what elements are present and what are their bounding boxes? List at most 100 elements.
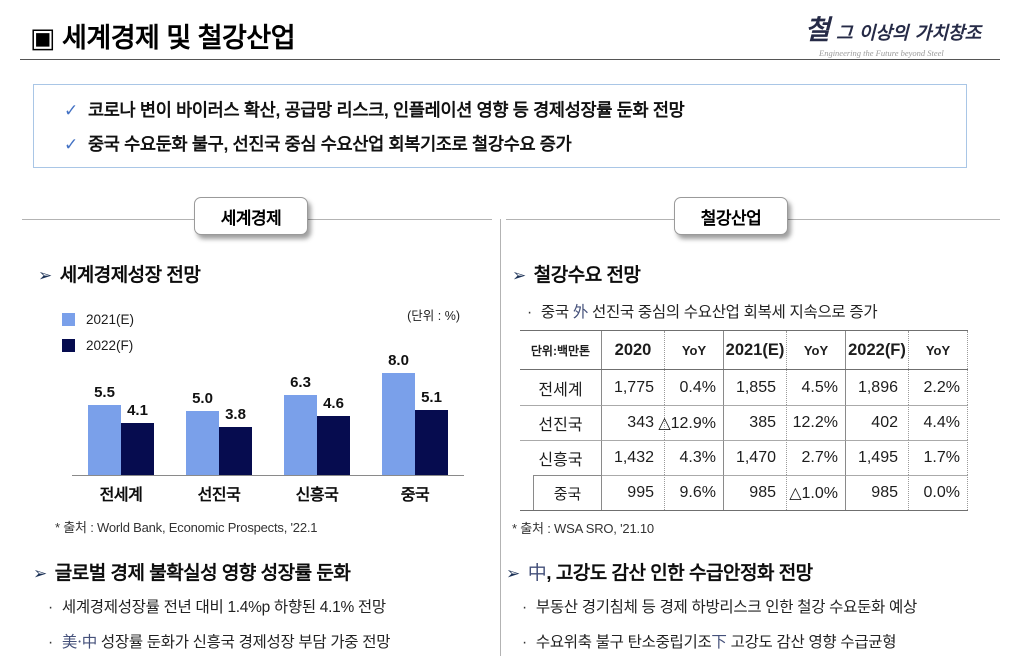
table-cell: 4.4% bbox=[909, 405, 968, 440]
bar-2021(E)-신흥국 bbox=[284, 395, 317, 475]
table-cell: 12.2% bbox=[787, 405, 846, 440]
table-cell: 9.6% bbox=[665, 475, 724, 510]
table-cell: 1,432 bbox=[602, 440, 665, 475]
table-cell: 1,855 bbox=[724, 370, 787, 405]
bar-value-label: 6.3 bbox=[290, 374, 311, 391]
hanja-us-china: 美·中 bbox=[61, 633, 97, 651]
category-label: 전세계 bbox=[99, 487, 143, 504]
table-unit-header: 단위:백만톤 bbox=[520, 331, 602, 369]
table-cell: 385 bbox=[724, 405, 787, 440]
logo-slogan-korean: 철 그 이상의 가치창조 bbox=[805, 8, 990, 47]
table-cell: 1,775 bbox=[602, 370, 665, 405]
table-cell: 2.7% bbox=[787, 440, 846, 475]
source-wsa: * 출처 : WSA SRO, '21.10 bbox=[512, 521, 654, 536]
left-analysis-bullet-2-text: 성장률 둔화가 신흥국 경제성장 부담 가중 전망 bbox=[96, 634, 391, 651]
table-col-header: YoY bbox=[787, 331, 846, 369]
bar-chart-plot: 5.5 4.1 전세계 5.0 3.8 선진국 6.3 4.6 신흥국 8.0 5.1 중국 bbox=[72, 352, 464, 504]
badge-steel-industry: 철강산업 bbox=[674, 197, 788, 235]
company-logo: 철 그 이상의 가치창조 Engineering the Future beyo… bbox=[805, 8, 990, 58]
table-cell: 4.5% bbox=[787, 370, 846, 405]
bar-value-label: 5.1 bbox=[421, 389, 442, 406]
key-message-2-text: 중국 수요둔화 불구, 선진국 중심 수요산업 회복기조로 철강수요 증가 bbox=[87, 133, 572, 154]
arrow-icon: ➢ bbox=[512, 266, 526, 285]
row-label: 선진국 bbox=[520, 405, 602, 440]
chart-unit-label: (단위 : %) bbox=[407, 309, 460, 323]
right-analysis-bullet-2-pre: 수요위축 불구 탄소중립기조 bbox=[535, 634, 712, 651]
key-message-2: ✓ 중국 수요둔화 불구, 선진국 중심 수요산업 회복기조로 철강수요 증가 bbox=[64, 131, 966, 156]
steel-demand-bullet: · 중국 外 선진국 중심의 수요산업 회복세 지속으로 증가 bbox=[527, 300, 878, 322]
right-analysis-bullet-2-post: 고강도 감산 영향 수급균형 bbox=[726, 634, 897, 651]
check-icon: ✓ bbox=[64, 134, 78, 154]
table-row: 선진국 343 △12.9% 385 12.2% 402 4.4% bbox=[520, 405, 968, 440]
dot-icon: · bbox=[527, 304, 532, 321]
source-world-bank: * 출처 : World Bank, Economic Prospects, '… bbox=[55, 520, 318, 535]
hanja-outside: 外 bbox=[572, 303, 589, 321]
table-row: 전세계 1,775 0.4% 1,855 4.5% 1,896 2.2% bbox=[520, 370, 968, 405]
heading-global-uncertainty-text: 글로벌 경제 불확실성 영향 성장률 둔화 bbox=[54, 563, 351, 584]
left-analysis-bullet-1-text: 세계경제성장률 전년 대비 1.4%p 하향된 4.1% 전망 bbox=[61, 599, 386, 616]
hanja-under: 下 bbox=[711, 633, 727, 651]
page-title: ▣ 세계경제 및 철강산업 bbox=[30, 23, 296, 53]
table-cell: △1.0% bbox=[787, 475, 846, 510]
logo-slogan-first-char: 철 bbox=[805, 15, 830, 46]
bar-2022(F)-중국 bbox=[415, 410, 448, 475]
heading-china-supply-balance: ➢ 中, 고강도 감산 인한 수급안정화 전망 bbox=[506, 558, 813, 585]
legend-item-2022: 2022(F) bbox=[62, 332, 134, 358]
badge-world-economy: 세계경제 bbox=[194, 197, 308, 235]
table-cell: 985 bbox=[724, 475, 787, 510]
dot-icon: · bbox=[48, 634, 53, 651]
key-message-1: ✓ 코로나 변이 바이러스 확산, 공급망 리스크, 인플레이션 영향 등 경제성… bbox=[64, 97, 966, 122]
arrow-icon: ➢ bbox=[506, 564, 520, 583]
left-analysis-bullet-1: · 세계경제성장률 전년 대비 1.4%p 하향된 4.1% 전망 bbox=[48, 595, 386, 617]
table-cell: 343 bbox=[602, 405, 665, 440]
table-cell: 1.7% bbox=[909, 440, 968, 475]
category-label: 중국 bbox=[400, 487, 430, 504]
legend-swatch-2022 bbox=[62, 338, 75, 352]
chart-legend: 2021(E) 2022(F) bbox=[62, 306, 134, 358]
table-col-header: YoY bbox=[665, 331, 724, 369]
legend-item-2021: 2021(E) bbox=[62, 306, 134, 332]
hanja-china: 中 bbox=[527, 562, 547, 584]
table-cell: 0.0% bbox=[909, 475, 968, 510]
table-cell: 402 bbox=[846, 405, 909, 440]
table-row: 중국 995 9.6% 985 △1.0% 985 0.0% bbox=[520, 475, 968, 510]
bar-value-label: 4.1 bbox=[127, 402, 148, 419]
key-message-1-text: 코로나 변이 바이러스 확산, 공급망 리스크, 인플레이션 영향 등 경제성장… bbox=[87, 99, 685, 120]
row-label: 신흥국 bbox=[520, 440, 602, 475]
table-cell: 2.2% bbox=[909, 370, 968, 405]
heading-steel-demand-outlook-text: 철강수요 전망 bbox=[533, 265, 641, 286]
table-header-row: 단위:백만톤 2020 YoY 2021(E) YoY 2022(F) YoY bbox=[520, 330, 968, 370]
category-label: 선진국 bbox=[197, 487, 241, 504]
legend-swatch-2021 bbox=[62, 312, 75, 326]
bar-value-label: 5.0 bbox=[192, 390, 213, 407]
bar-2022(F)-선진국 bbox=[219, 427, 252, 475]
dot-icon: · bbox=[522, 599, 527, 616]
bar-value-label: 4.6 bbox=[323, 395, 344, 412]
check-icon: ✓ bbox=[64, 100, 78, 120]
title-divider bbox=[20, 59, 1000, 60]
row-label: 중국 bbox=[520, 475, 602, 510]
table-col-header: 2021(E) bbox=[724, 331, 787, 369]
legend-label-2021: 2021(E) bbox=[86, 311, 135, 327]
heading-steel-demand-outlook: ➢ 철강수요 전망 bbox=[512, 260, 641, 287]
legend-label-2022: 2022(F) bbox=[86, 337, 134, 353]
table-col-header: YoY bbox=[909, 331, 968, 369]
table-cell: 995 bbox=[602, 475, 665, 510]
table-cell: 0.4% bbox=[665, 370, 724, 405]
heading-world-growth-outlook-text: 세계경제성장 전망 bbox=[59, 265, 201, 286]
bar-value-label: 8.0 bbox=[388, 352, 409, 369]
row-label: 전세계 bbox=[520, 370, 602, 405]
bar-value-label: 3.8 bbox=[225, 406, 246, 423]
bar-2021(E)-전세계 bbox=[88, 405, 121, 475]
table-row: 신흥국 1,432 4.3% 1,470 2.7% 1,495 1.7% bbox=[520, 440, 968, 475]
dot-icon: · bbox=[48, 599, 53, 616]
table-cell: 1,470 bbox=[724, 440, 787, 475]
bar-value-label: 5.5 bbox=[94, 384, 115, 401]
bar-2021(E)-선진국 bbox=[186, 411, 219, 475]
logo-slogan-rest: 그 이상의 가치창조 bbox=[829, 23, 982, 44]
key-message-box: ✓ 코로나 변이 바이러스 확산, 공급망 리스크, 인플레이션 영향 등 경제성… bbox=[33, 84, 967, 168]
table-col-header: 2020 bbox=[602, 331, 665, 369]
heading-global-uncertainty: ➢ 글로벌 경제 불확실성 영향 성장률 둔화 bbox=[33, 558, 351, 585]
row-label-sub: 중국 bbox=[533, 475, 601, 510]
dot-icon: · bbox=[522, 634, 527, 651]
